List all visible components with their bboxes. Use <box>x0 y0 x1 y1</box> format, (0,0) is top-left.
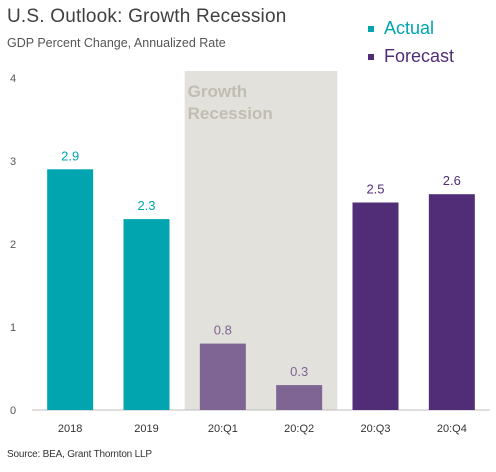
y-tick-label: 3 <box>10 156 16 168</box>
bar-20-q1 <box>199 343 246 410</box>
data-label: 2.6 <box>443 173 461 188</box>
data-label: 2.5 <box>366 182 384 197</box>
legend-item-forecast: Forecast <box>368 46 454 67</box>
x-tick-label: 20:Q2 <box>284 423 314 435</box>
y-tick-label: 1 <box>10 322 16 334</box>
legend-swatch-actual <box>368 25 374 32</box>
chart-title: U.S. Outlook: Growth Recession <box>7 6 287 27</box>
chart-subtitle: GDP Percent Change, Annualized Rate <box>7 36 226 50</box>
legend-label-actual: Actual <box>384 18 435 38</box>
x-tick-label: 20:Q4 <box>437 423 467 435</box>
legend: Actual Forecast <box>368 18 454 74</box>
y-tick-label: 0 <box>10 405 16 417</box>
x-tick-label: 20:Q3 <box>361 423 391 435</box>
x-tick-label: 20:Q1 <box>208 423 238 435</box>
axis-layer: 0 1 2 3 4 2018 2019 20:Q1 20:Q2 20:Q3 20:Q4 <box>10 73 490 435</box>
bar-2019 <box>123 219 170 410</box>
data-label: 0.3 <box>290 364 308 379</box>
bars-layer <box>47 169 475 410</box>
y-tick-label: 4 <box>10 73 16 85</box>
bar-2018 <box>47 169 94 410</box>
x-tick-label: 2018 <box>58 423 82 435</box>
x-tick-label: 2019 <box>134 423 158 435</box>
data-label: 0.8 <box>214 323 232 338</box>
recession-shade-layer: Growth Recession <box>184 71 338 410</box>
bar-20-q3 <box>352 202 399 410</box>
legend-label-forecast: Forecast <box>384 46 455 66</box>
y-tick-label: 2 <box>10 239 16 251</box>
recession-label-line2: Recession <box>188 104 273 123</box>
data-label: 2.9 <box>61 148 79 163</box>
legend-item-actual: Actual <box>368 18 454 39</box>
data-labels-layer: 2.9 2.3 0.8 0.3 2.5 2.6 <box>61 148 461 379</box>
recession-label-line1: Growth <box>188 82 248 101</box>
data-label: 2.3 <box>137 198 155 213</box>
bar-20-q2 <box>276 385 323 410</box>
source-note: Source: BEA, Grant Thornton LLP <box>7 449 152 460</box>
legend-swatch-forecast <box>368 53 374 60</box>
bar-20-q4 <box>428 194 475 410</box>
